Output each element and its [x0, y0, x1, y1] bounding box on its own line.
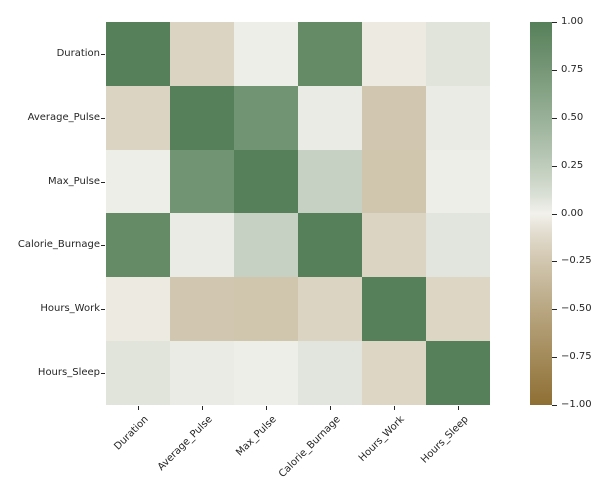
heatmap-cell [362, 85, 426, 150]
y-axis-tick [101, 309, 105, 310]
x-axis-label: Max_Pulse [234, 414, 279, 459]
y-axis-label: Duration [56, 47, 100, 59]
heatmap-cell [298, 277, 362, 342]
colorbar-tick-label: 0.50 [561, 111, 584, 123]
heatmap-cell [106, 149, 170, 214]
colorbar-tick [552, 118, 557, 119]
colorbar-tick [552, 22, 557, 23]
heatmap-cell [170, 85, 234, 150]
x-axis-label: Average_Pulse [155, 414, 215, 473]
heatmap-cell [298, 213, 362, 278]
heatmap-cell [106, 277, 170, 342]
heatmap-cell [234, 277, 298, 342]
heatmap-cell [426, 341, 490, 405]
y-axis-tick [101, 54, 105, 55]
y-axis-label: Hours_Work [40, 303, 100, 315]
heatmap-cell [170, 213, 234, 278]
heatmap-cell [298, 341, 362, 405]
heatmap-cell [234, 149, 298, 214]
colorbar-tick-label: 0.75 [561, 63, 584, 75]
heatmap-cell [106, 213, 170, 278]
x-axis-label: Hours_Sleep [419, 414, 471, 466]
heatmap-cell [234, 341, 298, 405]
colorbar-tick-label: −0.50 [561, 303, 592, 315]
heatmap-cell [426, 22, 490, 86]
heatmap-cell [362, 22, 426, 86]
heatmap-grid [106, 22, 490, 405]
x-axis-label: Hours_Work [356, 414, 407, 464]
colorbar-tick-label: 0.00 [561, 207, 584, 219]
heatmap-cell [362, 149, 426, 214]
heatmap-cell [170, 149, 234, 214]
y-axis-tick [101, 245, 105, 246]
heatmap-cell [106, 341, 170, 405]
x-axis-tick [202, 406, 203, 410]
y-axis-tick [101, 118, 105, 119]
colorbar-tick [552, 166, 557, 167]
heatmap-cell [298, 149, 362, 214]
x-axis-label: Duration [112, 414, 151, 453]
heatmap-cell [106, 85, 170, 150]
heatmap-cell [426, 213, 490, 278]
x-axis-tick [138, 406, 139, 410]
colorbar-tick [552, 357, 557, 358]
y-axis-label: Calorie_Burnage [17, 239, 100, 251]
colorbar [530, 22, 552, 405]
colorbar-tick-label: −0.25 [561, 255, 592, 267]
colorbar-tick-label: −0.75 [561, 351, 592, 363]
heatmap-cell [362, 341, 426, 405]
y-axis-label: Max_Pulse [47, 175, 100, 187]
colorbar-tick [552, 214, 557, 215]
colorbar-tick [552, 309, 557, 310]
colorbar-tick-label: −1.00 [561, 399, 592, 410]
x-axis-label: Calorie_Burnage [276, 414, 343, 480]
x-axis-tick [394, 406, 395, 410]
colorbar-tick [552, 261, 557, 262]
heatmap-cell [170, 277, 234, 342]
heatmap-cell [298, 22, 362, 86]
heatmap-cell [298, 85, 362, 150]
heatmap-cell [362, 277, 426, 342]
colorbar-tick-label: 0.25 [561, 159, 584, 171]
x-axis-tick [266, 406, 267, 410]
y-axis-label: Average_Pulse [27, 111, 100, 123]
heatmap-cell [170, 22, 234, 86]
colorbar-tick [552, 405, 557, 406]
colorbar-tick [552, 70, 557, 71]
colorbar-tick-label: 1.00 [561, 16, 584, 27]
heatmap-cell [426, 149, 490, 214]
heatmap-cell [362, 213, 426, 278]
x-axis-tick [458, 406, 459, 410]
x-axis-tick [330, 406, 331, 410]
heatmap-cell [234, 213, 298, 278]
heatmap-cell [234, 85, 298, 150]
y-axis-tick [101, 373, 105, 374]
heatmap-cell [106, 22, 170, 86]
heatmap-cell [426, 277, 490, 342]
y-axis-label: Hours_Sleep [37, 367, 100, 379]
heatmap-cell [234, 22, 298, 86]
heatmap-cell [426, 85, 490, 150]
heatmap-cell [170, 341, 234, 405]
y-axis-tick [101, 182, 105, 183]
